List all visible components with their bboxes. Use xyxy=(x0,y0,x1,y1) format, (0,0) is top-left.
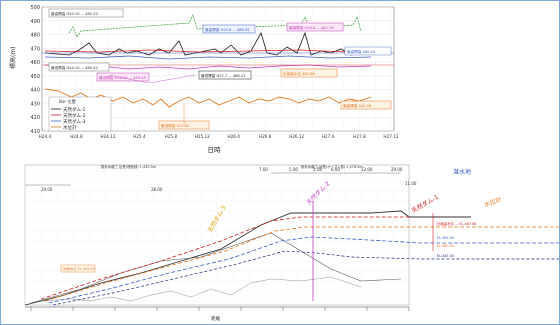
pond-label: 湛水地 xyxy=(453,168,471,176)
y-tick-label: 490 xyxy=(30,19,40,25)
annotation-text: 最低標高 421.84 xyxy=(161,123,190,128)
annotation-text: 最高標高 H25.8 ... 488.35 xyxy=(205,27,250,32)
section-x-ticks xyxy=(30,307,410,311)
svg-text:12.00: 12.00 xyxy=(361,167,373,172)
annotation-text: 最低標高 H24.10 ... 460.42 xyxy=(51,65,98,70)
bedrock-line xyxy=(30,232,402,304)
annotation-text: 最高標高 460.54 xyxy=(347,49,376,54)
y-tick-label: 470 xyxy=(30,46,40,52)
x-tick-label: H26.8 xyxy=(259,134,272,139)
svg-text:29.00: 29.00 xyxy=(41,187,53,192)
x-tick-label: H27.12 xyxy=(383,134,398,139)
x-tick-label: H25.8 xyxy=(165,134,178,139)
y-tick-label: 440 xyxy=(30,88,40,94)
ground-profile xyxy=(24,210,471,306)
svg-text:1.56: 1.56 xyxy=(313,167,322,172)
svg-text:EL.445.00: EL.445.00 xyxy=(437,254,454,258)
svg-text:計画高水位 ... EL.487.06: 計画高水位 ... EL.487.06 xyxy=(437,221,476,226)
y-tick-label: 430 xyxy=(30,101,40,107)
annotation-group: 最高標高 H24.10 ... 482.52 最高標高 H25.8 ... 48… xyxy=(48,8,392,130)
svg-text:EL.460.00: EL.460.00 xyxy=(437,244,454,248)
distance-labels: 29.00 28.00 7.00 5.00 1.56 6.00 12.00 29… xyxy=(41,167,417,192)
x-tick-label: H24.8 xyxy=(70,134,83,139)
x-tick-label: H25.4 xyxy=(133,134,146,139)
series-line-blue xyxy=(44,55,372,60)
annotation-text: 計画高水位 463.88 xyxy=(283,71,315,76)
section-x-label: 距離 xyxy=(211,315,220,322)
legend-entry: 天然ダム-3 xyxy=(63,118,86,125)
left-level-label: 計画水位 EL.445.00 xyxy=(63,266,95,271)
gauge-label: 水位計 xyxy=(483,195,503,209)
svg-text:5.00: 5.00 xyxy=(289,167,298,172)
series-line-red xyxy=(44,49,372,53)
x-axis-label: 日時 xyxy=(208,146,222,154)
x-tick-label: H27.8 xyxy=(353,134,366,139)
svg-text:EL.465.00: EL.465.00 xyxy=(437,236,454,240)
section-top-label: 既存水路工 延長(オープン部) 1,478.5m xyxy=(301,164,363,169)
svg-text:11.00: 11.00 xyxy=(405,181,417,186)
svg-text:7.00: 7.00 xyxy=(259,167,268,172)
svg-text:28.00: 28.00 xyxy=(151,187,163,192)
legend-entry: 水位計 xyxy=(63,124,77,131)
dam-label-1: 天然ダム-1 xyxy=(410,193,440,215)
dam-surface-blue xyxy=(48,236,559,304)
dam-surface-red xyxy=(40,216,411,300)
annotation-text: 最低標高 H27.7 ... 460.12 xyxy=(201,73,246,78)
x-tick-label: H27.4 xyxy=(322,134,335,139)
y-tick-label: 450 xyxy=(30,74,40,80)
longitudinal-section-diagram: 既存水路工 延長(埋設部) 1,433.5m 既存水路工 延長(オープン部) 1… xyxy=(1,161,559,324)
level-labels: 計画高水位 ... EL.487.06 EL.465.00 EL.460.00 … xyxy=(437,221,476,258)
legend: Bor 位置 天然ダム-1 天然ダム-2 天然ダム-3 水位計 xyxy=(48,96,112,132)
x-tick-label: H26.12 xyxy=(289,134,304,139)
y-tick-label: 500 xyxy=(30,5,40,11)
dam-surface-orange xyxy=(44,226,559,302)
x-tick-label: H24.4 xyxy=(39,134,52,139)
annotation-text: 最高標高 H26.8 ... 487.16 xyxy=(289,25,334,30)
legend-entry: 天然ダム-1 xyxy=(63,106,86,113)
channel-line xyxy=(40,276,362,302)
x-tick-label: H26.4 xyxy=(227,134,240,139)
y-axis-label: 標高(m) xyxy=(9,46,17,69)
legend-entry: 天然ダム-2 xyxy=(63,112,86,119)
y-tick-label: 460 xyxy=(30,60,40,66)
svg-text:29.00: 29.00 xyxy=(391,167,403,172)
annotation-text: 最高標高 442.58 xyxy=(343,103,372,108)
annotation-text: 最高標高 H24.10 ... 482.52 xyxy=(51,11,98,16)
dam-surface-navy xyxy=(52,250,559,306)
y-tick-label: 420 xyxy=(30,115,40,121)
svg-text:6.00: 6.00 xyxy=(331,167,340,172)
legend-title: Bor 位置 xyxy=(59,98,76,105)
water-level-chart: 500 490 480 470 460 450 440 430 420 410 H24.4 H24.… xyxy=(9,3,401,155)
section-top-label: 既存水路工 延長(埋設部) 1,433.5m xyxy=(101,164,157,169)
x-tick-label: H25.12 xyxy=(195,134,210,139)
y-tick-label: 410 xyxy=(30,129,40,135)
x-tick-label: H24.12 xyxy=(100,134,115,139)
y-tick-label: 480 xyxy=(30,33,40,39)
series-line-green xyxy=(68,14,362,38)
